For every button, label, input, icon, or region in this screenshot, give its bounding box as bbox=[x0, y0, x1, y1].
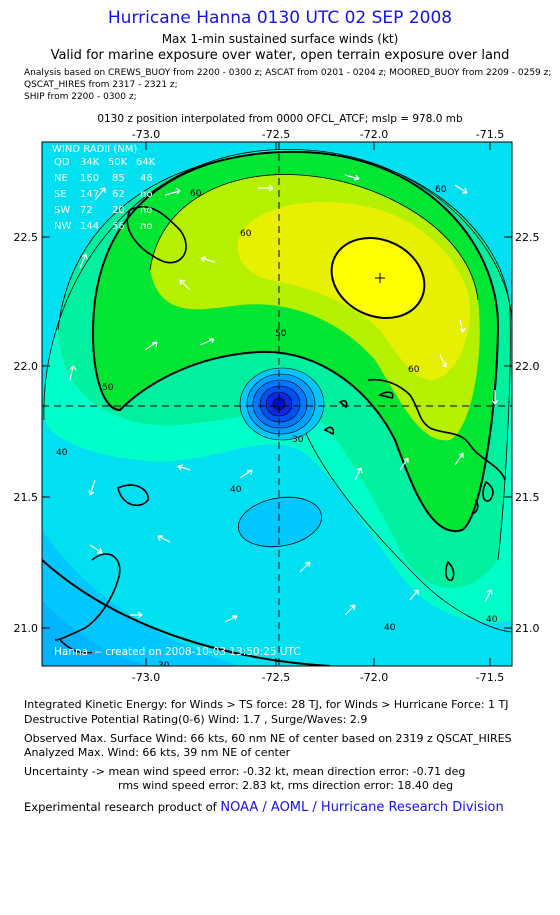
contour-label: 60 bbox=[408, 365, 420, 375]
map-frame bbox=[41, 141, 513, 667]
contour-label: 50 bbox=[275, 329, 287, 339]
contour-label: 40 bbox=[486, 615, 498, 625]
lon-tick-label: -73.0 bbox=[132, 128, 160, 141]
contour-50 bbox=[57, 151, 511, 561]
radii-64k-value: no bbox=[140, 205, 152, 216]
radii-64k-value: no bbox=[140, 189, 152, 200]
analysis-line-2: QSCAT_HIRES from 2317 - 2321 z; bbox=[24, 80, 178, 90]
observed-max-wind: Observed Max. Surface Wind: 66 kts, 60 n… bbox=[24, 732, 512, 745]
lat-tick-label: 21.0 bbox=[14, 622, 39, 635]
axis-ticks bbox=[42, 142, 512, 666]
wind-field: 60 60 60 50 50 60 40 40 40 30 40 30 WIND… bbox=[42, 142, 512, 671]
subtitle: Max 1-min sustained surface winds (kt) bbox=[161, 32, 399, 46]
contour-bold-outer bbox=[42, 559, 331, 666]
dpr-line: Destructive Potential Rating(0-6) Wind: … bbox=[24, 713, 368, 726]
radii-34k-value: 147 bbox=[80, 189, 99, 200]
contour-label: 40 bbox=[230, 485, 242, 495]
lon-tick-label: -73.0 bbox=[132, 671, 160, 684]
wind-radii-table: WIND RADII (NM) QD 34K 50K 64K NE 160 85… bbox=[52, 144, 156, 232]
radii-50k-value: 20 bbox=[112, 205, 125, 216]
radii-64k-value: 46 bbox=[140, 173, 153, 184]
radii-50k-value: 85 bbox=[112, 173, 125, 184]
page-title: Hurricane Hanna 0130 UTC 02 SEP 2008 bbox=[107, 8, 453, 28]
max-wind-marker bbox=[375, 273, 385, 283]
lon-tick-label: -72.0 bbox=[360, 128, 388, 141]
lon-tick-label: -71.5 bbox=[476, 128, 504, 141]
storm-core bbox=[239, 367, 325, 441]
analysis-line-3: SHIP from 2200 - 0300 z; bbox=[24, 92, 137, 102]
contour-60 bbox=[149, 174, 479, 301]
lat-tick-label: 22.0 bbox=[14, 360, 39, 373]
contour-34kt-bold bbox=[92, 150, 500, 533]
lat-tick-label: 21.5 bbox=[515, 491, 540, 504]
uncertainty-line-1: Uncertainty -> mean wind speed error: -0… bbox=[24, 765, 466, 778]
field-inner-lobe bbox=[238, 496, 322, 548]
contour-label: 30 bbox=[292, 435, 304, 445]
footer-org-link[interactable]: NOAA / AOML / Hurricane Research Divisio… bbox=[220, 800, 504, 815]
lon-tick-label: -72.5 bbox=[262, 128, 290, 141]
radii-50k-value: 56 bbox=[112, 221, 125, 232]
coastline bbox=[54, 205, 506, 654]
radii-34k-value: 144 bbox=[80, 221, 99, 232]
radii-header-50k: 50K bbox=[108, 157, 128, 168]
radii-header-64k: 64K bbox=[136, 157, 156, 168]
lat-tick-label: 22.5 bbox=[14, 231, 39, 244]
lon-tick-label: -71.5 bbox=[476, 671, 504, 684]
radii-header-qd: QD bbox=[54, 157, 70, 168]
contour-40 bbox=[43, 148, 512, 421]
lat-tick-label: 22.5 bbox=[515, 231, 540, 244]
contour-40-east bbox=[299, 419, 512, 633]
radii-64k-value: no bbox=[140, 221, 152, 232]
lon-tick-label: -72.0 bbox=[360, 671, 388, 684]
wind-field-map: 60 60 60 50 50 60 40 40 40 30 40 30 WIND… bbox=[14, 128, 540, 684]
wind-radii-title: WIND RADII (NM) bbox=[52, 144, 137, 155]
analysis-line-1: Analysis based on CREWS_BUOY from 2200 -… bbox=[24, 68, 552, 78]
position-note: 0130 z position interpolated from 0000 O… bbox=[97, 113, 463, 125]
ike-line: Integrated Kinetic Energy: for Winds > T… bbox=[24, 698, 509, 711]
radii-quadrant: NE bbox=[54, 173, 68, 184]
lat-tick-label: 22.0 bbox=[515, 360, 540, 373]
field-weak-region bbox=[42, 600, 150, 666]
analyzed-max-wind: Analyzed Max. Wind: 66 kts, 39 nm NE of … bbox=[24, 746, 291, 759]
contour-label: 60 bbox=[190, 189, 202, 199]
uncertainty-line-2: rms wind speed error: 2.83 kt, rms direc… bbox=[118, 779, 454, 792]
contour-label: 30 bbox=[158, 661, 170, 671]
radii-quadrant: NW bbox=[54, 221, 71, 232]
footer-prefix: Experimental research product of bbox=[24, 800, 221, 814]
lat-tick-label: 21.0 bbox=[515, 622, 540, 635]
radii-34k-value: 72 bbox=[80, 205, 93, 216]
radii-50k-value: 62 bbox=[112, 189, 125, 200]
lon-tick-label: -72.5 bbox=[262, 671, 290, 684]
lat-tick-label: 21.5 bbox=[14, 491, 39, 504]
wind-vectors bbox=[69, 174, 499, 623]
contour-label: 40 bbox=[384, 623, 396, 633]
contour-label: 40 bbox=[56, 448, 68, 458]
contour-label: 60 bbox=[435, 185, 447, 195]
contour-label: 50 bbox=[102, 383, 114, 393]
field-30kt-region bbox=[42, 530, 240, 666]
contour-label: 60 bbox=[240, 229, 252, 239]
footer: Experimental research product of NOAA / … bbox=[24, 800, 504, 815]
radii-quadrant: SE bbox=[54, 189, 67, 200]
radii-header-34k: 34K bbox=[80, 157, 100, 168]
radii-34k-value: 160 bbox=[80, 173, 99, 184]
validity-note: Valid for marine exposure over water, op… bbox=[50, 48, 510, 63]
radii-quadrant: SW bbox=[54, 205, 70, 216]
map-credit: Hanna — created on 2008-10-03 13:50:25 U… bbox=[54, 646, 301, 658]
